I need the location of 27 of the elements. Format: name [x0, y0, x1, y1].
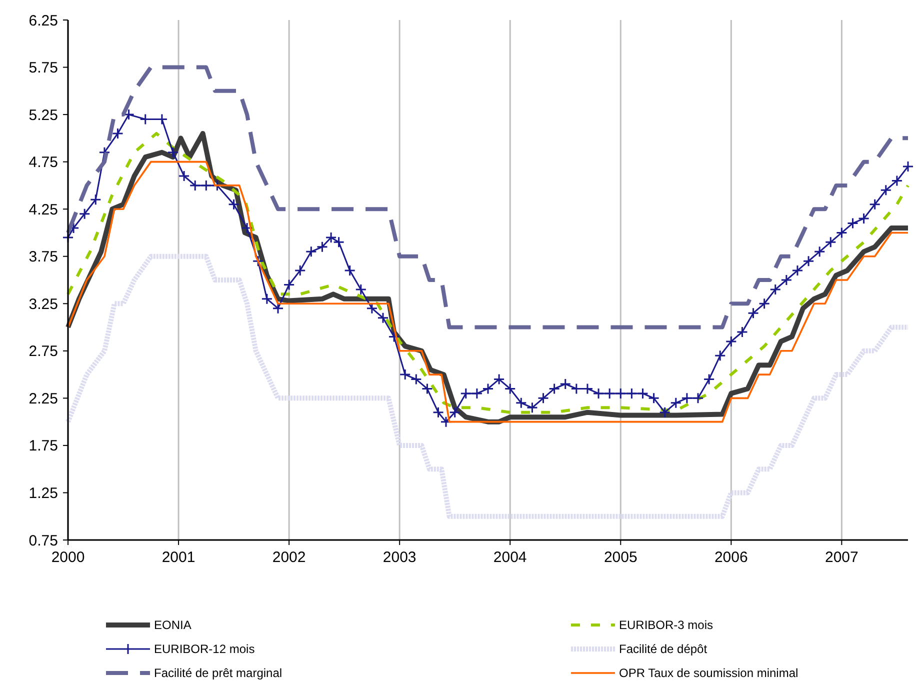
legend-label: Facilité de dépôt [619, 642, 708, 656]
x-tick-label: 2003 [382, 549, 416, 566]
x-tick-label: 2005 [604, 549, 638, 566]
legend-label: Facilité de prêt marginal [154, 666, 282, 680]
y-tick-label: 0.75 [28, 532, 58, 550]
y-tick-label: 3.25 [28, 296, 58, 313]
y-tick-label: 3.75 [28, 248, 58, 266]
y-tick-label: 2.75 [28, 343, 58, 360]
y-tick-label: 6.25 [28, 12, 58, 30]
legend-label: EURIBOR-3 mois [619, 618, 714, 632]
x-tick-label: 2007 [824, 549, 858, 566]
y-tick-label: 5.75 [28, 60, 58, 77]
x-tick-label: 2001 [162, 549, 196, 566]
y-tick-label: 5.25 [28, 106, 58, 124]
y-tick-label: 4.75 [28, 154, 58, 172]
legend-label: EURIBOR-12 mois [154, 642, 255, 656]
x-tick-label: 2004 [493, 549, 527, 566]
y-tick-label: 1.75 [28, 438, 58, 455]
y-tick-label: 1.25 [28, 484, 58, 502]
line-series [66, 65, 910, 330]
x-tick-label: 2000 [51, 549, 85, 566]
y-tick-label: 2.25 [28, 390, 58, 408]
y-tick-label: 4.25 [28, 201, 58, 218]
x-tick-label: 2006 [714, 549, 748, 566]
x-tick-label: 2002 [272, 549, 306, 566]
legend-label: EONIA [154, 618, 192, 632]
legend-label: OPR Taux de soumission minimal [619, 666, 798, 680]
